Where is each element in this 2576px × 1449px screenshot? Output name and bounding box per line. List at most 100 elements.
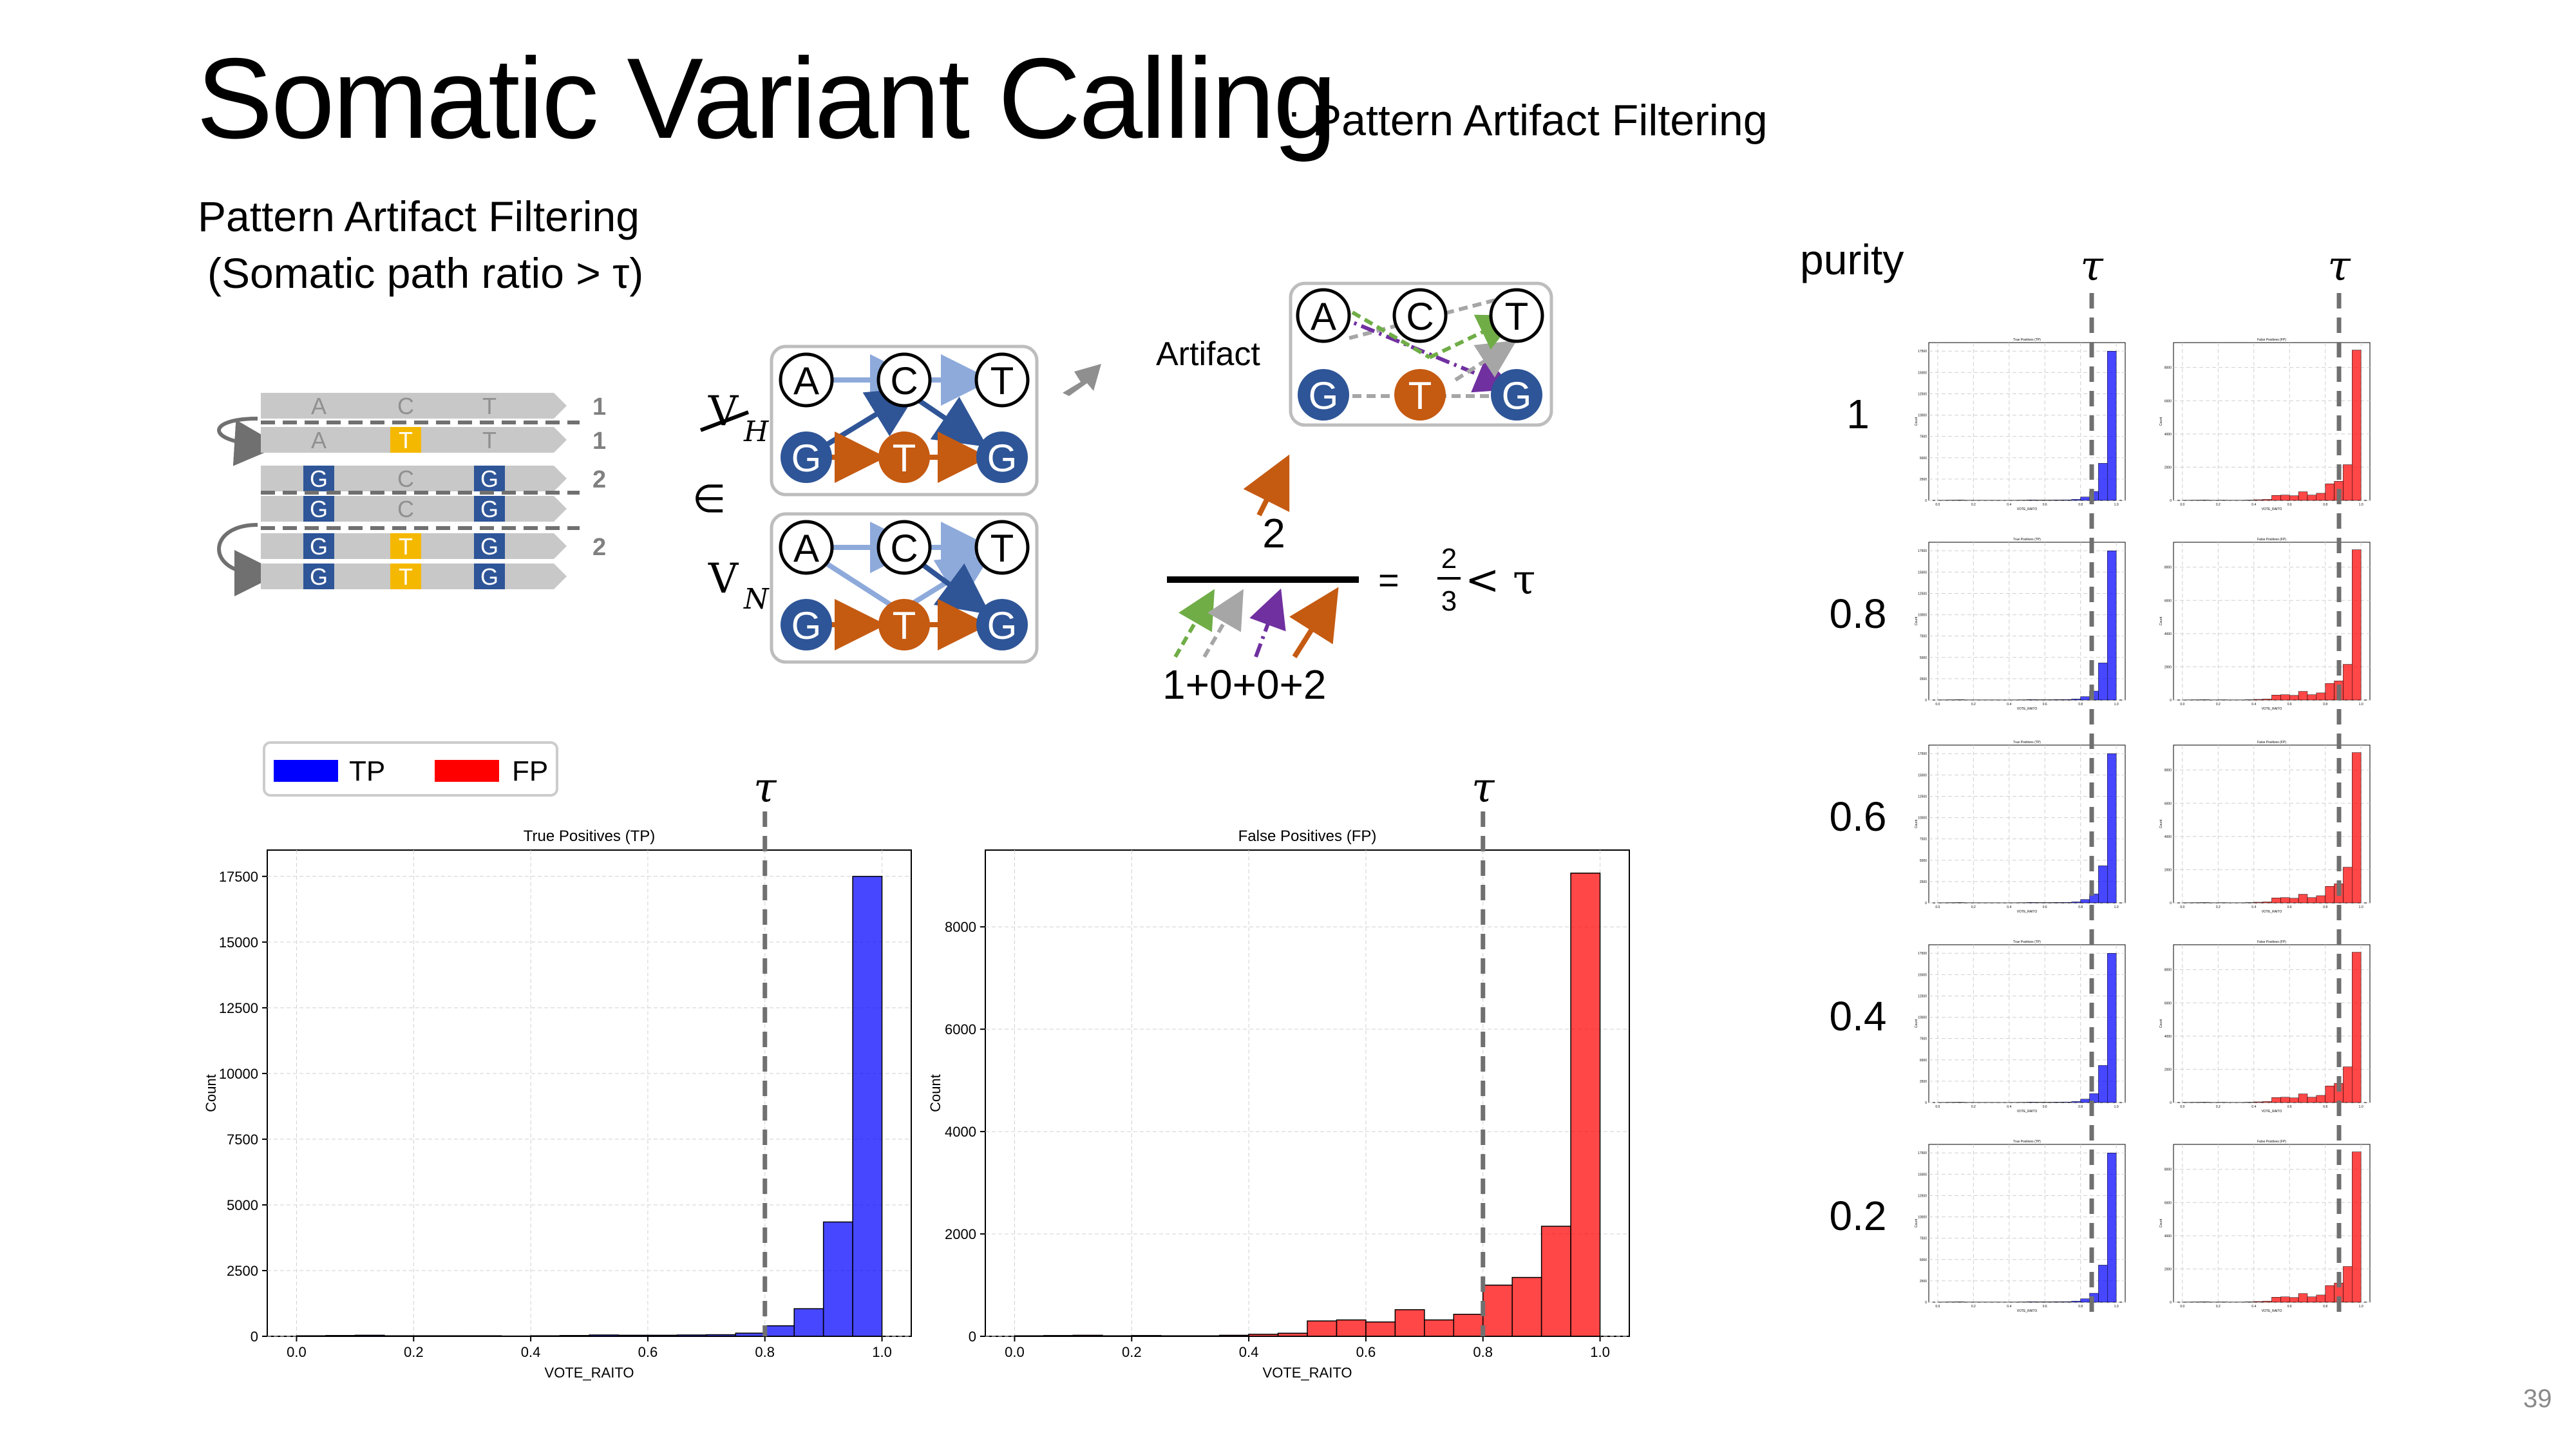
base-letter: T (399, 427, 413, 453)
artifact-node-g2: G (1491, 369, 1542, 421)
histogram-bar (2316, 1294, 2325, 1303)
svg-text:A: A (793, 527, 819, 570)
svg-text:T: T (990, 359, 1014, 402)
histogram-bar (2325, 1085, 2334, 1103)
y-tick-label: 8000 (2164, 969, 2172, 972)
y-tick-label: 6000 (2164, 599, 2172, 603)
histogram-bar (2107, 550, 2117, 701)
x-tick-label: 0.6 (2043, 905, 2047, 909)
histogram-bar (2098, 463, 2108, 501)
histogram-bar (793, 1308, 824, 1337)
x-tick-label: 1.0 (2359, 703, 2363, 706)
y-tick-label: 0 (2170, 902, 2172, 905)
histogram-bar (2271, 898, 2281, 904)
x-tick-label: 0.2 (1971, 1305, 1976, 1309)
x-tick-label: 0.0 (287, 1344, 307, 1360)
tp-histogram: 0.0 0.2 0.4 0.6 0.8 1.0 0 2500 5000 7500 10000 1250… (203, 766, 912, 1381)
y-tick-label: 0 (251, 1329, 258, 1345)
read-loop-arrow-2 (217, 523, 281, 596)
y-tick-label: 12500 (219, 1000, 258, 1016)
base-letter: G (310, 496, 328, 522)
x-tick-label: 0.6 (2287, 1305, 2292, 1309)
vh-node-a: A (779, 352, 834, 408)
y-tick-label: 0 (1925, 699, 1927, 703)
plot-frame (1928, 944, 2126, 1103)
vh-label: V (708, 388, 739, 435)
chart-title: False Positives (FP) (2257, 940, 2286, 944)
histogram-bar (2244, 1102, 2255, 1103)
chart-title: False Positives (FP) (2257, 338, 2286, 342)
x-axis-label: VOTE_RAITO (2262, 910, 2282, 914)
base-letter: C (397, 466, 414, 492)
svg-text:T: T (1505, 295, 1529, 338)
histogram-bar (2280, 495, 2290, 501)
y-tick-label: 17500 (1918, 549, 1927, 553)
histogram-bar (2036, 902, 2045, 904)
y-tick-label: 0 (2170, 499, 2172, 503)
histogram-bar (2307, 495, 2317, 501)
x-tick-label: 0.8 (2078, 905, 2083, 909)
svg-text:T: T (893, 437, 916, 480)
legend-fp-label: FP (512, 755, 548, 787)
y-axis-label: Count (2159, 616, 2163, 625)
histogram-bar (1482, 1284, 1513, 1337)
chart-title: False Positives (FP) (1238, 828, 1377, 845)
svg-text:G: G (987, 604, 1018, 647)
histogram-bar (2307, 1097, 2317, 1103)
read-loop-arrow-1 (217, 417, 281, 466)
histogram-bar (2352, 952, 2362, 1103)
y-axis-label: Count (2159, 1019, 2163, 1028)
histogram-bar (2107, 952, 2117, 1103)
histogram-bar (2352, 752, 2362, 904)
y-tick-label: 8000 (2164, 1168, 2172, 1172)
histogram-bar (735, 1332, 766, 1337)
plot-frame (1928, 744, 2126, 904)
page-subtitle: : Pattern Artifact Filtering (1288, 96, 1768, 145)
y-tick-label: 17500 (1918, 752, 1927, 756)
histogram-bar (618, 1334, 649, 1337)
page-number: 39 (2523, 1385, 2552, 1413)
y-tick-label: 12500 (1918, 1194, 1927, 1198)
histogram-bar (2098, 663, 2108, 701)
y-tick-label: 0 (2170, 699, 2172, 703)
base-letter: G (480, 564, 498, 590)
histogram-bar (2071, 699, 2081, 701)
y-tick-label: 2000 (2164, 1068, 2172, 1072)
histogram-bar (2036, 1102, 2045, 1103)
svg-text:C: C (1406, 295, 1434, 338)
histogram-bar (2343, 1066, 2353, 1103)
artifact-node-a: A (1296, 288, 1351, 343)
x-tick-label: 0.2 (1971, 503, 1976, 507)
y-tick-label: 4000 (2164, 632, 2172, 636)
artifact-node-t: T (1489, 288, 1544, 343)
y-axis-label: Count (2159, 819, 2163, 828)
artifact-pointer-arrow (1243, 454, 1290, 516)
histogram-bar (1955, 902, 1965, 904)
read-count: 2 (592, 466, 606, 493)
x-tick-label: 1.0 (2114, 1105, 2119, 1109)
y-tick-label: 10000 (1918, 1016, 1927, 1020)
purity-level-label: 0.2 (1830, 1193, 1887, 1239)
base-box (474, 533, 505, 559)
histogram-bar (2080, 1099, 2090, 1103)
histogram-bar (2107, 350, 2117, 501)
vn-node-g2: G (976, 599, 1028, 650)
x-tick-label: 0.4 (2007, 1305, 2011, 1309)
purity-level-label: 0.8 (1830, 591, 1887, 637)
histogram-bar (2200, 1102, 2210, 1103)
histogram-bar (2098, 866, 2108, 904)
y-tick-label: 17500 (219, 869, 258, 885)
base-box (474, 466, 505, 491)
y-tick-label: 0 (1925, 1301, 1927, 1305)
histogram-bar (676, 1334, 707, 1337)
x-axis-label: VOTE_RAITO (1263, 1365, 1352, 1381)
y-tick-label: 7500 (227, 1132, 258, 1148)
plot-frame (985, 849, 1630, 1337)
base-letter: G (310, 564, 328, 590)
histogram-bar (2200, 902, 2210, 904)
histogram-bar (2325, 483, 2334, 501)
x-tick-label: 0.8 (2323, 503, 2327, 507)
histogram-bar (2244, 902, 2255, 904)
x-tick-label: 0.8 (2078, 503, 2083, 507)
y-tick-label: 2000 (2164, 466, 2172, 469)
